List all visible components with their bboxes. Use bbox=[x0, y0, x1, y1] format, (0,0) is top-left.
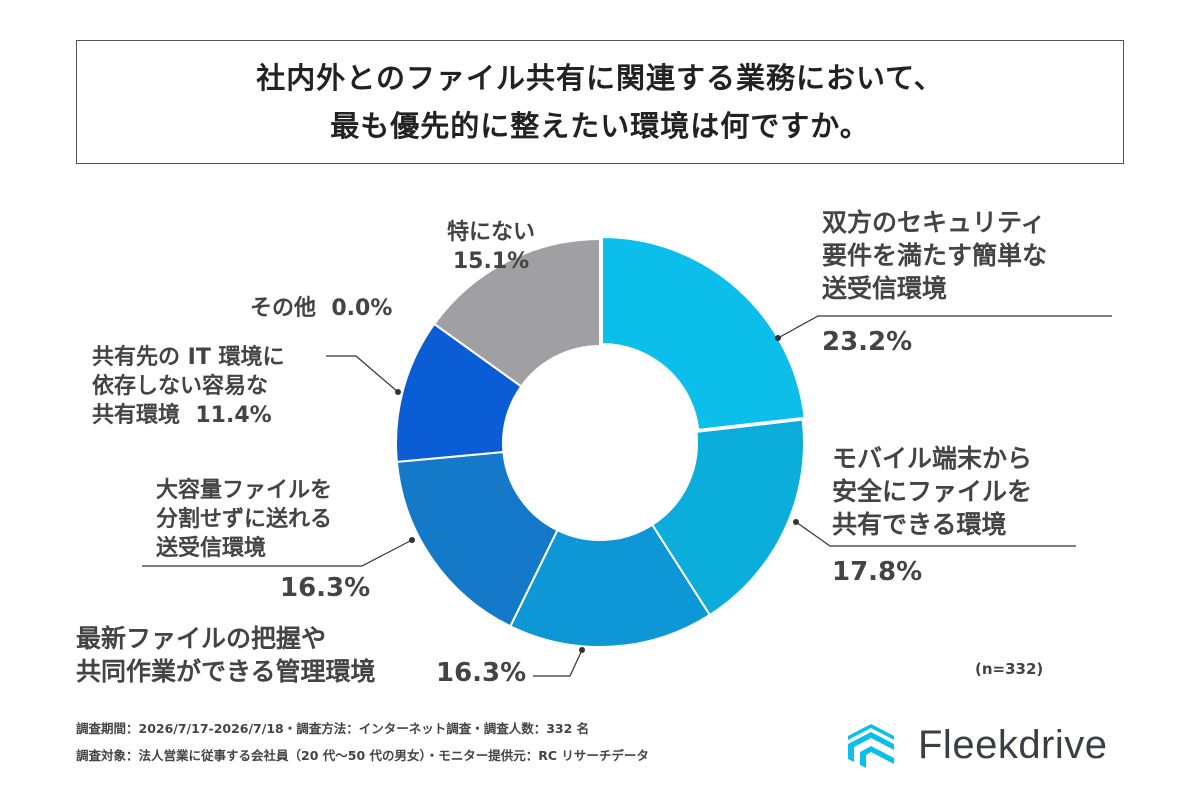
leader-dot-management bbox=[579, 647, 585, 653]
label-other: その他 0.0% bbox=[250, 294, 392, 323]
donut-slices bbox=[395, 235, 806, 648]
donut-slice-3 bbox=[508, 523, 712, 648]
label-large-file-line1: 大容量ファイルを bbox=[156, 478, 333, 503]
title-box: 社内外とのファイル共有に関連する業務において、 最も優先的に整えたい環境は何です… bbox=[76, 40, 1124, 164]
donut-slice-1 bbox=[601, 235, 806, 432]
label-mobile-line3: 共有できる環境 bbox=[832, 510, 1007, 539]
pct-management: 16.3% bbox=[436, 658, 527, 688]
fleekdrive-logo: Fleekdrive bbox=[836, 706, 1108, 784]
leader-dot-it-env bbox=[395, 389, 401, 395]
footnote-line-1: 調査期間：2026/7/17-2026/7/18・調査方法：インターネット調査・… bbox=[76, 721, 590, 736]
leader-line-management bbox=[533, 649, 583, 677]
label-it-env-line1: 共有先の IT 環境に bbox=[92, 345, 285, 370]
sample-size-note: (n=332) bbox=[975, 660, 1044, 678]
leader-dot-security bbox=[775, 335, 781, 341]
label-management: 最新ファイルの把握や 共同作業ができる管理環境 bbox=[76, 622, 376, 688]
pct-mobile: 17.8% bbox=[832, 557, 923, 587]
label-security-line1: 双方のセキュリティ bbox=[822, 208, 1046, 237]
label-management-line1: 最新ファイルの把握や bbox=[76, 624, 327, 653]
label-none: 特にない 15.1% bbox=[447, 218, 535, 276]
pct-other: 0.0% bbox=[331, 296, 393, 321]
donut-slice-7 bbox=[432, 237, 601, 388]
label-it-env-line2: 依存しない容易な bbox=[92, 374, 269, 399]
label-management-line2: 共同作業ができる管理環境 bbox=[76, 657, 376, 686]
title-line-2: 最も優先的に整えたい環境は何ですか。 bbox=[330, 109, 870, 143]
label-large-file-line3: 送受信環境 bbox=[156, 536, 267, 561]
label-it-env-line3: 共有環境 bbox=[92, 403, 181, 428]
fleekdrive-logo-icon bbox=[848, 724, 894, 768]
leader-line-security bbox=[777, 315, 1112, 339]
label-mobile-line2: 安全にファイルを bbox=[832, 477, 1033, 506]
title-line-1: 社内外とのファイル共有に関連する業務において、 bbox=[256, 61, 944, 95]
label-mobile: モバイル端末から 安全にファイルを 共有できる環境 bbox=[832, 442, 1032, 541]
donut-slice-2 bbox=[650, 418, 805, 617]
leader-line-large-file bbox=[142, 539, 413, 567]
label-none-name: 特にない bbox=[447, 220, 536, 245]
leader-dot-large-file bbox=[409, 537, 415, 543]
label-it-env: 共有先の IT 環境に 依存しない容易な 共有環境 11.4% bbox=[92, 343, 285, 430]
label-security: 双方のセキュリティ 要件を満たす簡単な 送受信環境 bbox=[822, 206, 1047, 305]
leader-line-it-env bbox=[326, 355, 399, 393]
pct-it-env: 11.4% bbox=[195, 403, 272, 428]
leader-line-mobile bbox=[795, 521, 1076, 547]
label-mobile-line1: モバイル端末から bbox=[832, 444, 1033, 473]
donut-slice-4 bbox=[395, 450, 559, 628]
label-large-file: 大容量ファイルを 分割せずに送れる 送受信環境 bbox=[156, 476, 332, 563]
label-large-file-line2: 分割せずに送れる bbox=[156, 507, 333, 532]
leader-lines bbox=[142, 315, 1112, 677]
label-security-line2: 要件を満たす簡単な bbox=[822, 241, 1048, 270]
pct-security: 23.2% bbox=[822, 327, 913, 357]
label-other-name: その他 bbox=[250, 296, 317, 321]
fleekdrive-logo-text: Fleekdrive bbox=[918, 722, 1108, 767]
label-security-line3: 送受信環境 bbox=[822, 274, 948, 303]
footnote-line-2: 調査対象：法人営業に従事する会社員（20 代〜50 代の男女）・モニター提供元：… bbox=[76, 748, 649, 763]
pct-none: 15.1% bbox=[452, 249, 530, 274]
pct-large-file: 16.3% bbox=[280, 573, 371, 603]
label-it-env-line3-wrap: 共有環境 11.4% bbox=[92, 401, 285, 430]
leader-dot-mobile bbox=[793, 519, 799, 525]
